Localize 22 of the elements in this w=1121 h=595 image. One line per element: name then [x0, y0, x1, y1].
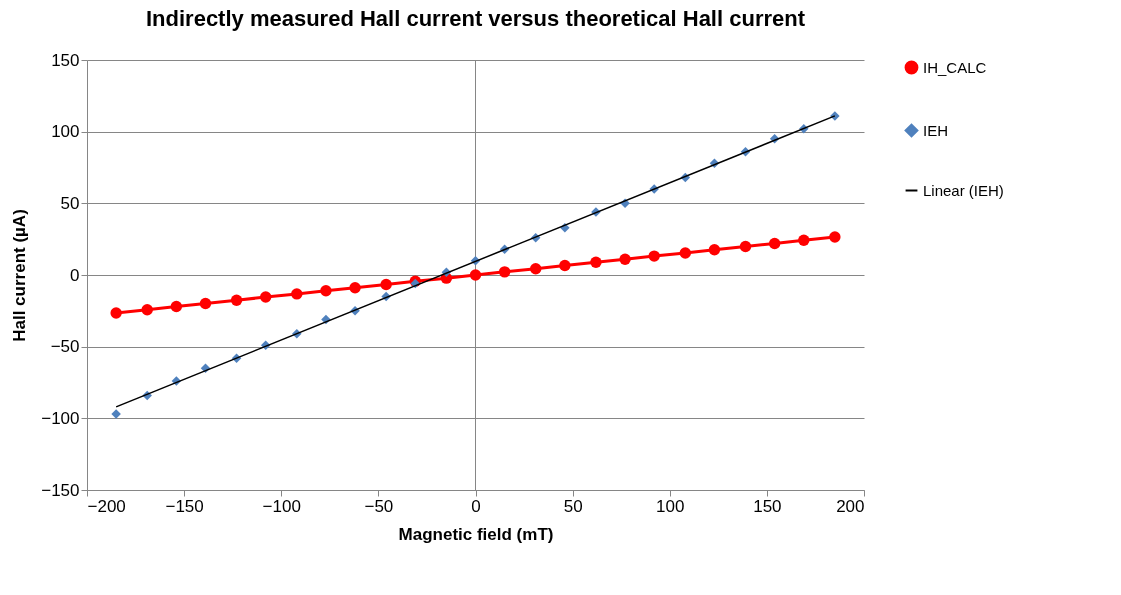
y-tick-label: −100 [41, 408, 80, 428]
legend-label: IH_CALC [923, 58, 987, 76]
x-tick-label: −150 [165, 496, 204, 516]
x-tick-label: −50 [364, 496, 394, 516]
y-tick-label: 50 [60, 193, 80, 213]
y-tick-label: 150 [51, 50, 80, 70]
x-tick-label: 200 [836, 496, 865, 516]
chart-title: Indirectly measured Hall current versus theoretical Hall current [145, 6, 806, 31]
legend-label: IEH [923, 121, 949, 139]
y-axis-title: Hall current (µA) [10, 209, 30, 342]
y-tick-label: 100 [51, 122, 80, 142]
x-axis-title: Magnetic field (mT) [398, 524, 554, 544]
legend-label: Linear (IEH) [923, 181, 1004, 199]
y-tick-label: −50 [50, 337, 80, 357]
y-tick-label: 0 [70, 265, 80, 285]
x-tick-label: −100 [262, 496, 301, 516]
x-tick-label: 0 [471, 496, 481, 516]
x-tick-label: 100 [656, 496, 685, 516]
x-tick-label: −200 [87, 496, 126, 516]
y-tick-label: −150 [41, 480, 80, 500]
x-tick-label: 50 [563, 496, 583, 516]
x-tick-label: 150 [753, 496, 782, 516]
